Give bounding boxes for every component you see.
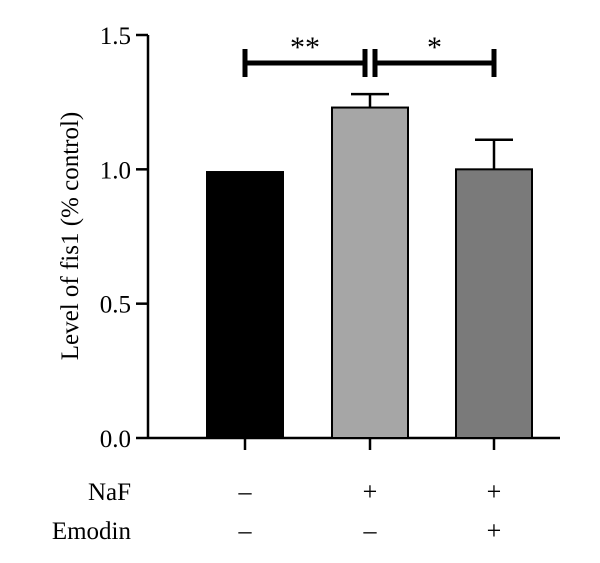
condition-symbol: + — [487, 477, 502, 506]
significance-label: * — [427, 31, 442, 64]
bar — [331, 106, 409, 439]
y-tick-label: 1.5 — [100, 23, 131, 50]
condition-symbol: – — [238, 516, 253, 545]
bars — [206, 92, 533, 440]
bar — [206, 171, 284, 440]
condition-label: NaF — [88, 479, 131, 506]
significance-brackets: ** * — [242, 31, 497, 77]
y-tick-label: 0.0 — [100, 426, 131, 453]
condition-symbol: + — [363, 477, 378, 506]
condition-table: NaF – + + Emodin – – + — [52, 477, 502, 545]
y-axis-label: Level of fis1 (% control) — [57, 112, 84, 361]
condition-label: Emodin — [52, 518, 132, 545]
condition-symbol: – — [238, 477, 253, 506]
condition-symbol: + — [487, 516, 502, 545]
significance-label: ** — [290, 31, 320, 64]
y-tick-label: 1.0 — [100, 157, 131, 184]
y-tick-label: 0.5 — [100, 292, 131, 319]
bar — [455, 168, 533, 439]
condition-symbol: – — [363, 516, 378, 545]
